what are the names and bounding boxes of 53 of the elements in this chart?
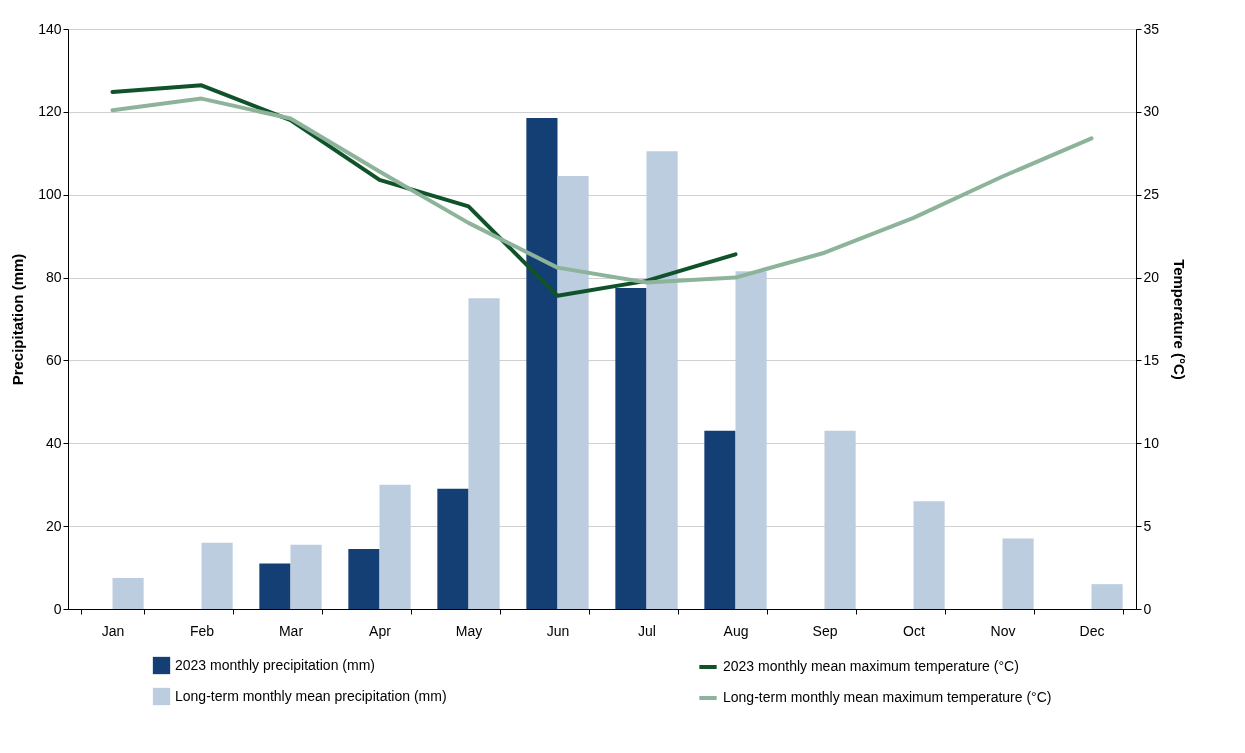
x-tick-label: Oct <box>903 622 925 639</box>
y-tick-label: 100 <box>38 186 62 203</box>
bar <box>526 118 558 609</box>
x-tick-label: Dec <box>1079 622 1105 639</box>
y-tick-label: 120 <box>38 103 62 120</box>
y2-tick-label: 35 <box>1143 20 1160 37</box>
y-tick-label: 140 <box>38 20 62 37</box>
bar <box>824 430 856 609</box>
bar <box>615 287 647 609</box>
y-tick-label: 60 <box>45 351 62 368</box>
y-tick-label: 20 <box>45 517 62 534</box>
y-tick-label: 0 <box>53 600 62 617</box>
bar <box>379 484 411 609</box>
x-tick-label: Jun <box>546 622 570 639</box>
x-tick-label: Mar <box>278 622 304 639</box>
y2-tick-label: 0 <box>1143 600 1152 617</box>
y2-tick-label: 30 <box>1143 103 1160 120</box>
x-tick-label: Feb <box>189 622 215 639</box>
bar <box>1002 538 1034 609</box>
line-series <box>110 96 1094 285</box>
y-tick-label: 80 <box>45 269 62 286</box>
bar <box>437 488 469 609</box>
x-tick-label: Jul <box>638 622 656 639</box>
y-tick-label: 40 <box>45 434 62 451</box>
legend-label: Long-term monthly mean precipitation (mm) <box>175 687 447 704</box>
legend-label: Long-term monthly mean maximum temperature (°C) <box>723 689 1052 705</box>
y2-tick-label: 10 <box>1143 434 1160 451</box>
bar <box>735 271 767 609</box>
bar <box>259 563 291 609</box>
y2-tick-label: 15 <box>1143 351 1160 368</box>
x-tick-label: Nov <box>990 622 1016 639</box>
x-tick-label: Aug <box>723 622 749 639</box>
bar <box>1091 584 1123 609</box>
y2-tick-label: 25 <box>1143 186 1160 203</box>
legend-label: 2023 monthly precipitation (mm) <box>175 656 375 673</box>
bar <box>557 176 589 609</box>
x-tick-label: Apr <box>369 622 392 639</box>
legend-label: 2023 monthly mean maximum temperature (°C) <box>723 658 1019 674</box>
bar <box>290 544 322 609</box>
x-tick-label: Sep <box>812 622 838 639</box>
bar <box>348 548 380 609</box>
y2-axis-title: Temperature (°C) <box>1171 259 1189 380</box>
bar <box>913 501 945 609</box>
bar <box>646 151 678 609</box>
x-tick-label: May <box>455 622 483 639</box>
bar <box>704 430 736 609</box>
y-axis-title: Precipitation (mm) <box>9 253 27 386</box>
bar <box>112 577 144 609</box>
y2-tick-label: 5 <box>1143 517 1152 534</box>
x-tick-label: Jan <box>101 622 125 639</box>
bar <box>201 542 233 609</box>
y2-tick-label: 20 <box>1143 269 1160 286</box>
bar <box>468 298 500 609</box>
